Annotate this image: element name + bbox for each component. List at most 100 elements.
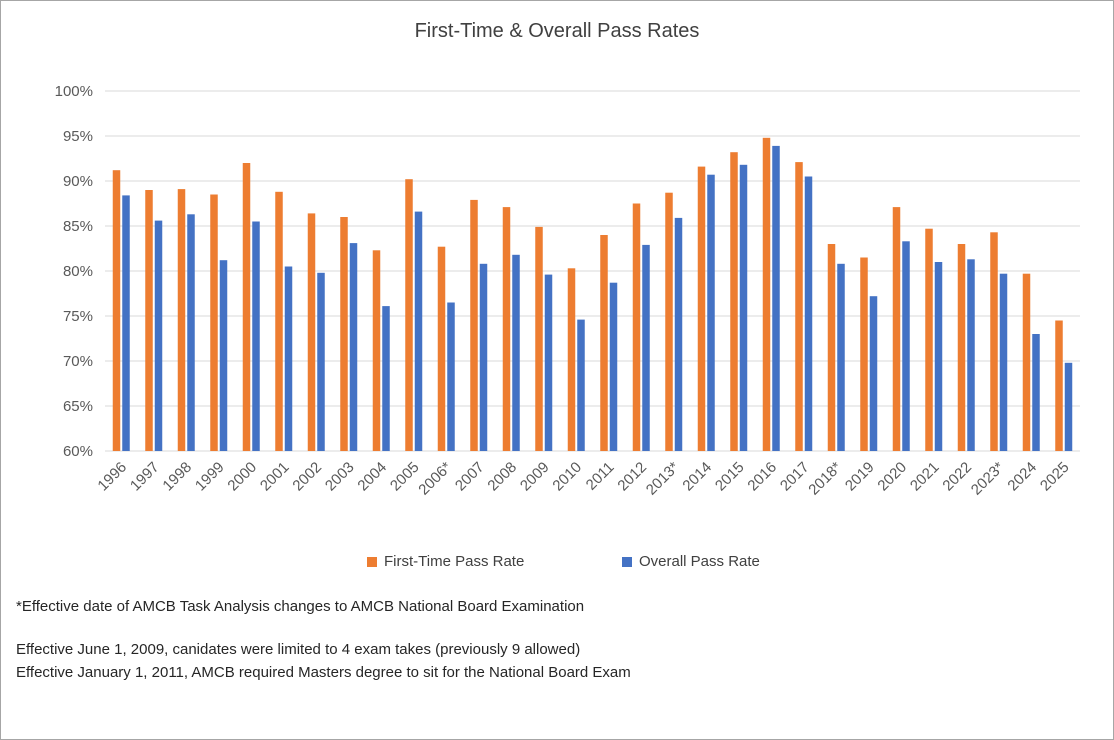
x-tick-label: 2004 bbox=[354, 459, 390, 495]
bar-overall bbox=[122, 195, 130, 451]
x-tick-label: 2025 bbox=[1037, 459, 1073, 495]
bar-overall bbox=[317, 272, 325, 451]
bar-first-time bbox=[242, 163, 251, 451]
bar-overall bbox=[349, 243, 358, 451]
x-tick-label: 2024 bbox=[1004, 459, 1040, 495]
x-tick-label: 1999 bbox=[192, 459, 228, 495]
bar-first-time bbox=[795, 162, 803, 451]
x-tick-label: 2015 bbox=[712, 459, 748, 495]
x-tick-label: 2011 bbox=[583, 459, 618, 494]
bar-overall bbox=[902, 241, 910, 451]
x-tick-label: 2016 bbox=[744, 459, 780, 495]
x-tick-label: 2020 bbox=[874, 459, 910, 495]
legend-item-overall: Overall Pass Rate bbox=[622, 553, 760, 570]
x-tick-label: 2002 bbox=[289, 459, 325, 495]
bar-first-time bbox=[112, 170, 121, 451]
x-tick-label: 2009 bbox=[517, 459, 553, 495]
x-tick-label: 2003 bbox=[322, 459, 358, 495]
bar-overall bbox=[284, 266, 293, 451]
bar-overall bbox=[999, 273, 1008, 451]
bar-first-time bbox=[632, 203, 641, 451]
bar-first-time bbox=[502, 207, 511, 451]
y-tick-label: 75% bbox=[63, 308, 93, 325]
bar-first-time bbox=[925, 228, 933, 451]
y-tick-label: 100% bbox=[55, 83, 93, 100]
x-tick-label: 2001 bbox=[257, 459, 293, 495]
bar-overall bbox=[447, 302, 455, 451]
bar-overall bbox=[479, 263, 488, 451]
y-tick-label: 85% bbox=[63, 218, 93, 235]
bar-first-time bbox=[535, 226, 543, 451]
x-tick-label: 2000 bbox=[224, 459, 260, 495]
bar-first-time bbox=[957, 244, 966, 451]
bar-overall bbox=[707, 174, 715, 451]
bar-first-time bbox=[275, 191, 283, 452]
bar-first-time bbox=[567, 268, 576, 451]
bar-overall bbox=[577, 319, 585, 451]
x-tick-label: 1996 bbox=[94, 459, 130, 495]
bar-overall bbox=[934, 262, 943, 451]
footnote-task-analysis: *Effective date of AMCB Task Analysis ch… bbox=[16, 598, 585, 615]
x-tick-label: 2023* bbox=[968, 459, 1008, 499]
bar-overall bbox=[967, 259, 975, 451]
bar-first-time bbox=[307, 213, 316, 451]
bar-overall bbox=[414, 211, 423, 451]
bar-first-time bbox=[177, 189, 186, 451]
bar-overall bbox=[382, 306, 390, 451]
x-tick-label: 2007 bbox=[452, 459, 488, 495]
x-tick-label: 2010 bbox=[549, 459, 585, 495]
bar-first-time bbox=[665, 192, 673, 451]
footnote-exam-takes: Effective June 1, 2009, canidates were l… bbox=[16, 641, 581, 658]
bar-overall bbox=[739, 164, 748, 452]
legend-swatch-overall bbox=[622, 556, 632, 567]
legend-swatch-first-time bbox=[367, 556, 377, 567]
legend-label-overall: Overall Pass Rate bbox=[639, 553, 760, 570]
x-tick-label: 2021 bbox=[907, 459, 943, 495]
bar-overall bbox=[512, 254, 520, 451]
y-tick-label: 70% bbox=[63, 353, 93, 370]
x-tick-label: 2018* bbox=[805, 459, 845, 499]
bar-first-time bbox=[1022, 273, 1031, 451]
x-tick-label: 1998 bbox=[159, 459, 195, 495]
bar-first-time bbox=[210, 194, 218, 451]
bar-first-time bbox=[437, 246, 446, 451]
bar-first-time bbox=[860, 257, 868, 451]
bar-first-time bbox=[827, 244, 836, 451]
x-tick-label: 2019 bbox=[842, 459, 878, 495]
bar-overall bbox=[674, 217, 683, 451]
x-tick-label: 2014 bbox=[679, 459, 715, 495]
bar-overall bbox=[187, 214, 195, 451]
bar-overall bbox=[252, 221, 260, 451]
x-tick-label: 2006* bbox=[415, 459, 455, 499]
bar-overall bbox=[1064, 362, 1073, 451]
bar-first-time bbox=[892, 207, 901, 451]
bar-first-time bbox=[697, 166, 706, 451]
bar-first-time bbox=[372, 250, 381, 451]
legend-label-first-time: First-Time Pass Rate bbox=[384, 553, 525, 570]
bar-first-time bbox=[405, 179, 413, 451]
x-tick-label: 1997 bbox=[127, 459, 163, 495]
y-tick-label: 90% bbox=[63, 173, 93, 190]
legend-item-first-time: First-Time Pass Rate bbox=[367, 553, 524, 570]
bar-first-time bbox=[145, 190, 153, 451]
bar-first-time bbox=[1055, 320, 1063, 451]
x-tick-label: 2008 bbox=[484, 459, 520, 495]
bar-overall bbox=[804, 176, 813, 451]
y-tick-label: 95% bbox=[63, 128, 93, 145]
x-tick-label: 2013* bbox=[643, 459, 683, 499]
bar-overall bbox=[219, 260, 228, 451]
bar-first-time bbox=[600, 235, 608, 451]
bar-first-time bbox=[762, 137, 771, 452]
bar-overall bbox=[544, 274, 553, 451]
chart-title: First-Time & Overall Pass Rates bbox=[414, 20, 700, 42]
bar-overall bbox=[772, 145, 780, 451]
bar-first-time bbox=[990, 232, 998, 451]
footnote-masters-degree: Effective January 1, 2011, AMCB required… bbox=[16, 664, 631, 681]
bar-overall bbox=[154, 220, 163, 451]
bar-overall bbox=[642, 244, 650, 451]
bar-first-time bbox=[340, 217, 348, 451]
bar-first-time bbox=[470, 199, 478, 451]
bar-overall bbox=[1032, 334, 1040, 451]
chart-plot: 60% 65% 70% 75% 80% 85% 90% 95% 100% 199619971998… bbox=[55, 83, 1080, 499]
y-tick-label: 65% bbox=[63, 398, 93, 415]
